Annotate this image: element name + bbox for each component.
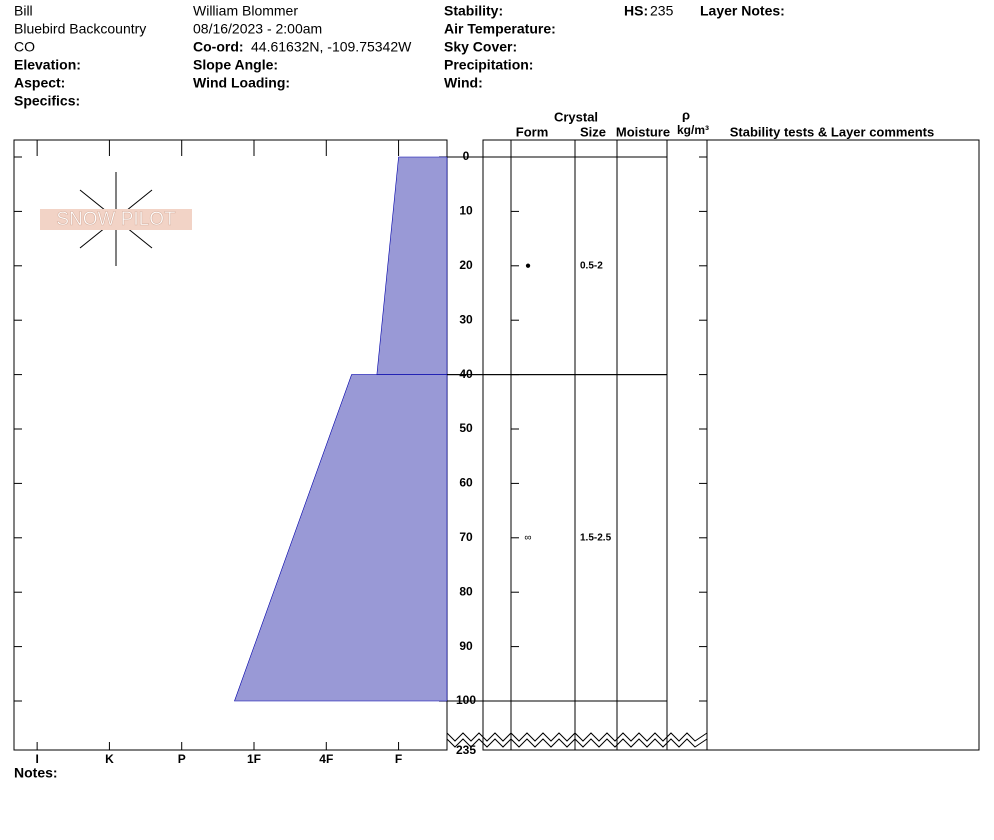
elevation: Elevation:: [14, 57, 81, 73]
aspect: Aspect:: [14, 75, 65, 91]
hardness-layer: [376, 156, 448, 375]
air-temp: Air Temperature:: [444, 21, 556, 37]
grain-size: 1.5-2.5: [580, 532, 612, 543]
stability: Stability:: [444, 3, 503, 19]
y-tick-label: 70: [459, 530, 473, 544]
hardness-layer: [234, 374, 448, 702]
x-tick-label: K: [105, 752, 114, 766]
state: CO: [14, 39, 35, 55]
notes: Notes:: [14, 765, 58, 781]
datetime: 08/16/2023 - 2:00am: [193, 21, 322, 37]
grain-size: 0.5-2: [580, 260, 603, 271]
sky: Sky Cover:: [444, 39, 517, 55]
slope: Slope Angle:: [193, 57, 278, 73]
name: William Blommer: [193, 3, 298, 19]
grain-form: ●: [525, 260, 531, 271]
coord-label: Co-ord:: [193, 39, 244, 55]
y-tick-label: 0: [463, 149, 470, 163]
hs: 235: [650, 3, 674, 19]
observer: Bill: [14, 3, 33, 19]
precip: Precipitation:: [444, 57, 533, 73]
col-comments: Stability tests & Layer comments: [730, 124, 934, 139]
y-tick-label: 20: [459, 258, 473, 272]
col-density-unit: kg/m³: [677, 123, 709, 137]
y-tick-label: 80: [459, 584, 473, 598]
wind: Wind:: [444, 75, 483, 91]
logo-text: SNOW PILOT: [56, 209, 176, 230]
grain-form: ∞: [524, 532, 531, 543]
x-tick-label: 1F: [247, 752, 261, 766]
y-tick-label: 90: [459, 639, 473, 653]
y-tick-label: 30: [459, 312, 473, 326]
logo-band: [40, 209, 192, 230]
grain-frame: [482, 139, 708, 751]
col-density-symbol: ρ: [682, 107, 690, 122]
hs-label: HS:: [624, 3, 648, 19]
x-tick-label: 4F: [319, 752, 333, 766]
x-tick-label: P: [178, 752, 186, 766]
y-tick-label: 40: [459, 367, 473, 381]
wind-loading: Wind Loading:: [193, 75, 290, 91]
col-crystal: Crystal: [554, 109, 598, 124]
axis-break: [446, 738, 708, 748]
specifics: Specifics:: [14, 93, 80, 109]
x-tick-label: F: [395, 752, 402, 766]
col-size: Size: [580, 124, 606, 139]
coord: 44.61632N, -109.75342W: [251, 39, 412, 55]
y-tick-label: 50: [459, 421, 473, 435]
comments-frame: [706, 139, 980, 751]
y-tick-label: 60: [459, 476, 473, 490]
col-moisture: Moisture: [616, 124, 670, 139]
y-tick-label: 10: [459, 204, 473, 218]
axis-break: [446, 732, 708, 742]
operation: Bluebird Backcountry: [14, 21, 146, 37]
x-tick-label: I: [35, 752, 38, 766]
y-tick-label: 100: [456, 693, 476, 707]
total-depth: 235: [456, 743, 476, 757]
col-form: Form: [516, 124, 549, 139]
layer-notes: Layer Notes:: [700, 3, 785, 19]
